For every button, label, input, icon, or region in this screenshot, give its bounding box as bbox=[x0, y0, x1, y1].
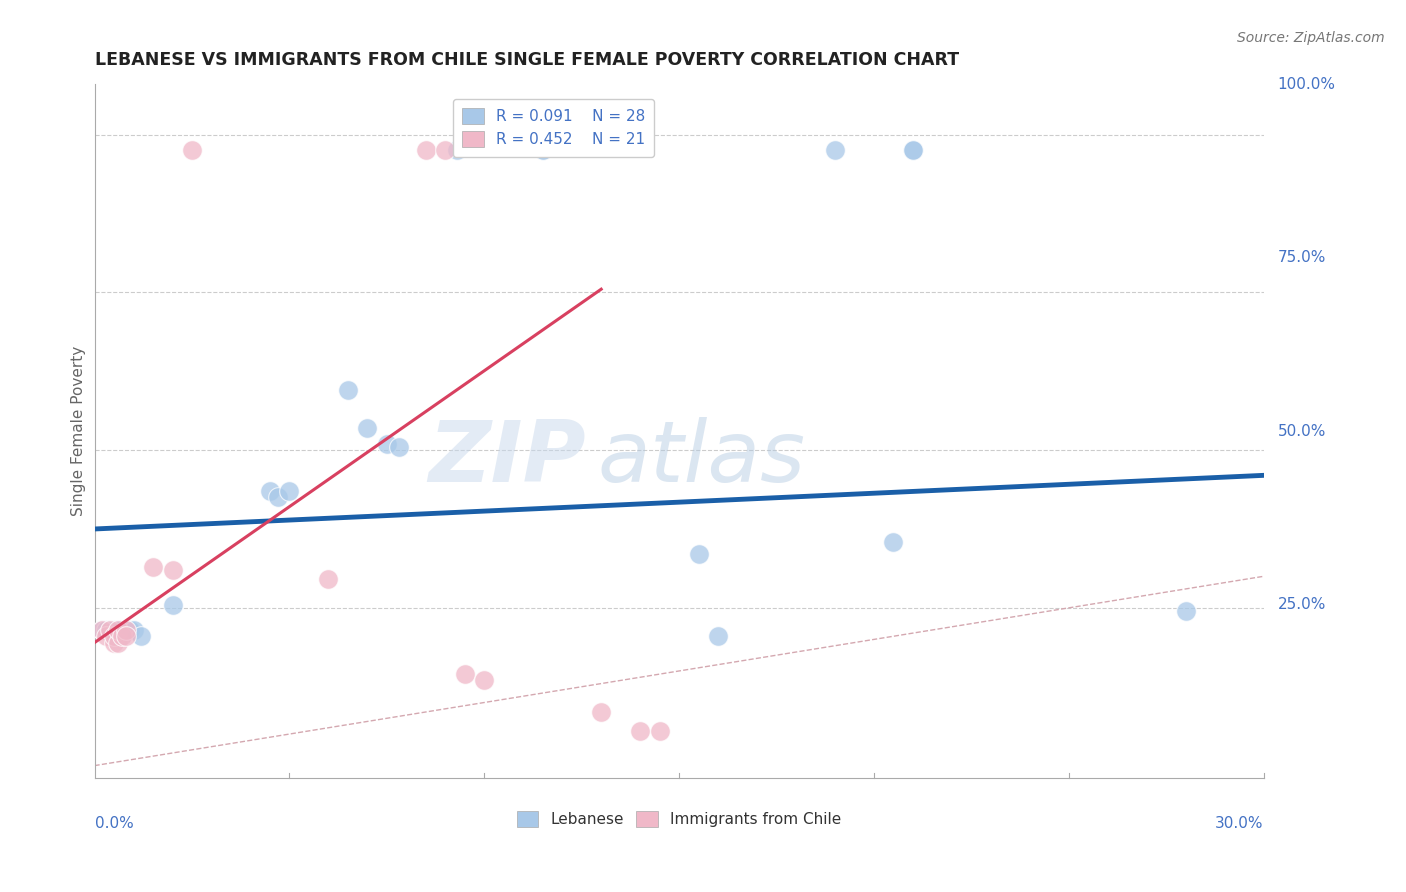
Legend: Lebanese, Immigrants from Chile: Lebanese, Immigrants from Chile bbox=[510, 805, 848, 833]
Point bbox=[628, 723, 651, 738]
Text: 30.0%: 30.0% bbox=[1215, 816, 1264, 831]
Point bbox=[98, 623, 121, 637]
Point bbox=[181, 144, 204, 158]
Point bbox=[103, 629, 125, 643]
Point bbox=[531, 144, 554, 158]
Point bbox=[98, 623, 121, 637]
Point bbox=[267, 491, 290, 505]
Text: LEBANESE VS IMMIGRANTS FROM CHILE SINGLE FEMALE POVERTY CORRELATION CHART: LEBANESE VS IMMIGRANTS FROM CHILE SINGLE… bbox=[94, 51, 959, 69]
Point bbox=[688, 547, 710, 561]
Point bbox=[375, 437, 398, 451]
Point bbox=[336, 383, 359, 397]
Point bbox=[472, 673, 495, 688]
Point bbox=[114, 623, 136, 637]
Point bbox=[434, 144, 457, 158]
Point bbox=[901, 144, 924, 158]
Point bbox=[278, 484, 301, 499]
Point bbox=[91, 623, 114, 637]
Point bbox=[824, 144, 846, 158]
Point bbox=[259, 484, 281, 499]
Point bbox=[103, 629, 125, 643]
Point bbox=[446, 144, 468, 158]
Text: 100.0%: 100.0% bbox=[1278, 77, 1336, 92]
Point bbox=[111, 629, 134, 643]
Text: Source: ZipAtlas.com: Source: ZipAtlas.com bbox=[1237, 31, 1385, 45]
Point bbox=[387, 440, 409, 454]
Point bbox=[901, 144, 924, 158]
Point bbox=[142, 559, 165, 574]
Point bbox=[91, 623, 114, 637]
Point bbox=[131, 629, 153, 643]
Point bbox=[107, 623, 129, 637]
Point bbox=[122, 623, 145, 637]
Point bbox=[118, 623, 141, 637]
Point bbox=[318, 573, 340, 587]
Text: atlas: atlas bbox=[598, 417, 806, 500]
Text: 0.0%: 0.0% bbox=[94, 816, 134, 831]
Text: 50.0%: 50.0% bbox=[1278, 424, 1326, 439]
Point bbox=[96, 623, 118, 637]
Point bbox=[356, 421, 378, 435]
Point bbox=[114, 629, 136, 643]
Text: 75.0%: 75.0% bbox=[1278, 250, 1326, 265]
Text: 25.0%: 25.0% bbox=[1278, 598, 1326, 612]
Point bbox=[107, 635, 129, 649]
Point bbox=[111, 629, 134, 643]
Point bbox=[103, 635, 125, 649]
Point bbox=[531, 144, 554, 158]
Point bbox=[96, 629, 118, 643]
Point bbox=[162, 598, 184, 612]
Point bbox=[107, 623, 129, 637]
Y-axis label: Single Female Poverty: Single Female Poverty bbox=[72, 346, 86, 516]
Point bbox=[103, 623, 125, 637]
Point bbox=[1174, 604, 1197, 618]
Point bbox=[882, 534, 904, 549]
Text: ZIP: ZIP bbox=[427, 417, 586, 500]
Point bbox=[591, 705, 613, 719]
Point bbox=[454, 667, 477, 681]
Point bbox=[648, 723, 671, 738]
Point bbox=[707, 629, 730, 643]
Point bbox=[162, 563, 184, 577]
Point bbox=[415, 144, 437, 158]
